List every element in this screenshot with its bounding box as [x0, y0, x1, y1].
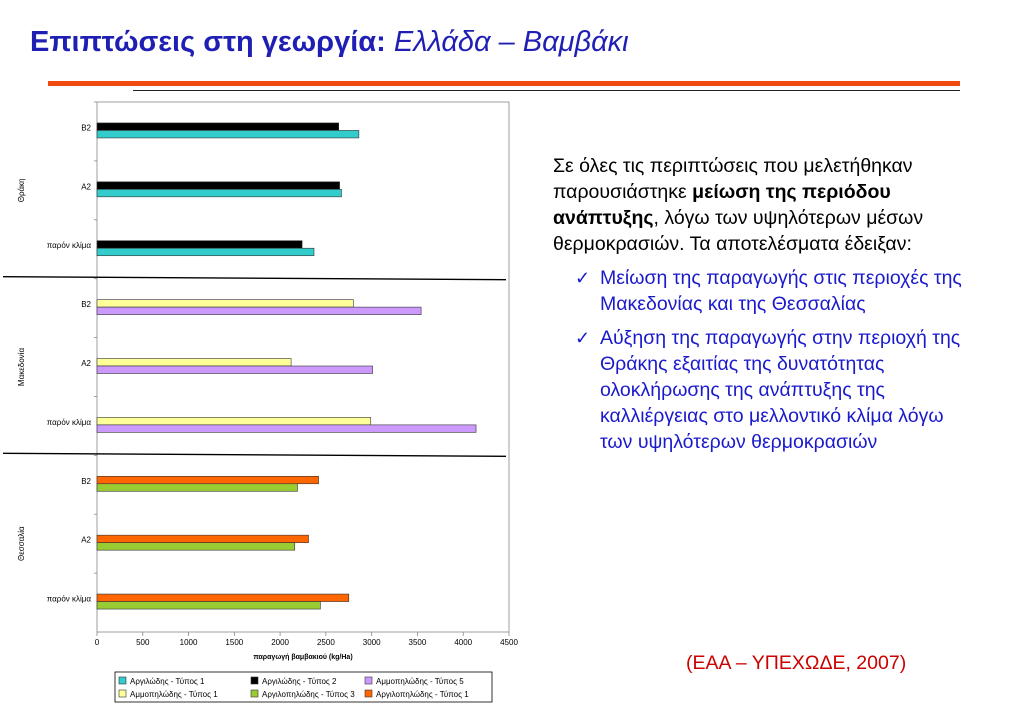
intro-text-bold: μείωση της περιόδου ανάπτυξης	[553, 181, 891, 229]
bar	[96, 601, 321, 610]
bar	[96, 130, 360, 139]
legend-label: Αργιλοπηλώδης - Τύπος 1	[376, 690, 469, 699]
bar	[96, 417, 372, 426]
check-mark-icon: ✓	[575, 328, 591, 348]
legend-label: Αμμοπηλώδης - Τύπος 5	[376, 677, 464, 686]
intro-text-start: Σε όλες τις περιπτώσεις που μελετήθηκαν …	[553, 155, 913, 203]
legend-swatch	[364, 689, 373, 698]
bar	[96, 306, 422, 315]
chart-legend	[114, 671, 493, 703]
x-tick-label: 3500	[409, 638, 427, 647]
title-main: Επιπτώσεις στη γεωργία:	[30, 26, 386, 58]
x-tick-label: 2500	[317, 638, 335, 647]
group-separator	[2, 275, 507, 281]
legend-label: Αργιλοπηλώδης - Τύπος 3	[262, 690, 355, 699]
category-label: B2	[81, 123, 91, 132]
bar	[96, 593, 350, 602]
legend-swatch	[364, 676, 373, 685]
title-underline-orange	[48, 81, 960, 86]
finding-item: ✓ Μείωση της παραγωγής στις περιοχές της…	[553, 265, 973, 317]
intro-text-end: , λόγω των υψηλότερων μέσων θερμοκρασιών…	[553, 207, 924, 255]
bar	[96, 534, 309, 543]
source-citation: (ΕΑΑ – ΥΠΕΧΩΔΕ, 2007)	[686, 652, 907, 674]
x-tick-label: 4500	[500, 638, 518, 647]
group-separator	[2, 452, 507, 458]
legend-label: Αργιλώδης - Τύπος 1	[130, 677, 205, 686]
check-mark-icon: ✓	[575, 268, 591, 288]
bar	[96, 181, 340, 190]
x-tick-label: 0	[95, 638, 100, 647]
region-label: Θεσσαλία	[17, 526, 26, 561]
x-tick-label: 4000	[454, 638, 472, 647]
x-axis-label: παραγωγή βαμβακιού (kg/Ha)	[253, 654, 352, 661]
findings-list: ✓ Μείωση της παραγωγής στις περιοχές της…	[553, 265, 973, 455]
cotton-production-chart: B2 A2 παρόν κλίμα Θράκη B2 A2 παρόν κλίμα Μακεδ…	[2, 101, 518, 703]
bar	[96, 240, 303, 249]
legend-swatch	[118, 689, 127, 698]
x-tick-label: 3000	[363, 638, 381, 647]
bar	[96, 365, 373, 374]
category-label: παρόν κλίμα	[47, 241, 92, 250]
bar	[96, 475, 319, 485]
legend-label: Αργιλώδης - Τύπος 2	[262, 677, 337, 686]
category-label: παρόν κλίμα	[47, 418, 92, 427]
title-underline-black	[133, 90, 960, 91]
bar	[96, 299, 354, 308]
x-tick-label: 2000	[271, 638, 289, 647]
legend-swatch	[250, 676, 259, 685]
region-label: Θράκη	[17, 178, 26, 202]
x-tick-label: 500	[136, 638, 150, 647]
region-label: Μακεδονία	[17, 348, 26, 387]
bar	[96, 483, 298, 492]
bar	[96, 542, 296, 551]
category-label: A2	[81, 182, 91, 191]
x-tick-label: 1000	[180, 638, 198, 647]
intro-paragraph: Σε όλες τις περιπτώσεις που μελετήθηκαν …	[553, 153, 973, 257]
finding-text: Αύξηση της παραγωγής στην περιοχή της Θρ…	[600, 327, 961, 453]
category-label: A2	[81, 536, 91, 545]
bar	[96, 122, 340, 131]
title-subtitle: Ελλάδα – Βαμβάκι	[393, 26, 629, 58]
category-label: παρόν κλίμα	[47, 595, 92, 604]
bar	[96, 358, 292, 367]
category-label: B2	[81, 300, 91, 309]
finding-item: ✓ Αύξηση της παραγωγής στην περιοχή της …	[553, 325, 973, 455]
bar	[96, 247, 315, 257]
x-tick-label: 1500	[225, 638, 243, 647]
bar	[96, 424, 477, 433]
legend-label: Αμμοπηλώδης - Τύπος 1	[130, 690, 218, 699]
bar	[96, 189, 342, 198]
legend-swatch	[118, 676, 127, 685]
category-label: B2	[81, 477, 91, 486]
findings-text: Σε όλες τις περιπτώσεις που μελετήθηκαν …	[553, 153, 973, 463]
category-label: A2	[81, 359, 91, 368]
slide-title: Επιπτώσεις στη γεωργία: Ελλάδα – Βαμβάκι	[30, 26, 629, 59]
finding-text: Μείωση της παραγωγής στις περιοχές της Μ…	[600, 267, 962, 315]
legend-swatch	[250, 689, 259, 698]
